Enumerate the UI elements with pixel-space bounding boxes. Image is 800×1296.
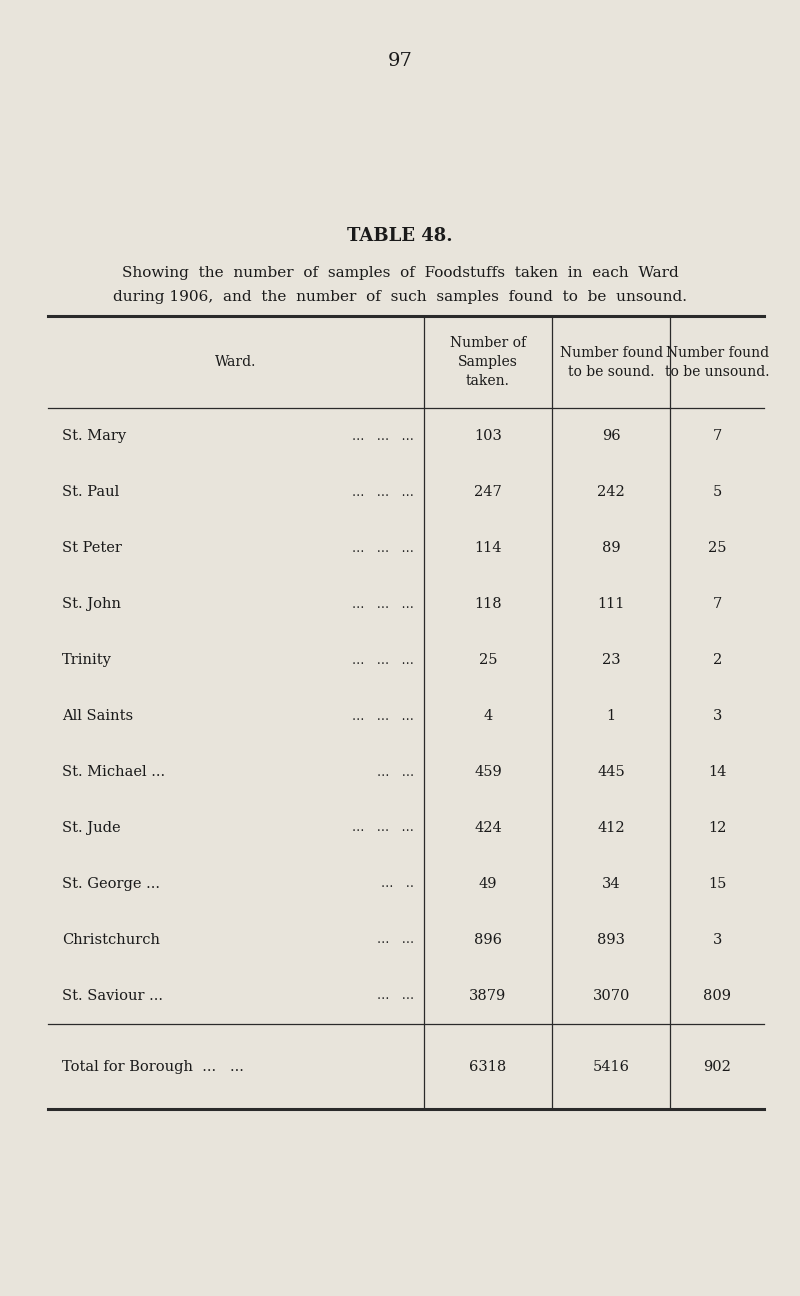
Text: St Peter: St Peter [62,542,122,555]
Text: ...   ...   ...: ... ... ... [352,653,414,666]
Text: 15: 15 [708,877,726,890]
Text: 96: 96 [602,429,621,443]
Text: 12: 12 [708,820,726,835]
Text: 6318: 6318 [470,1060,506,1073]
Text: St. Jude: St. Jude [62,820,121,835]
Text: Trinity: Trinity [62,653,112,667]
Text: St. Saviour ...: St. Saviour ... [62,989,163,1003]
Text: 902: 902 [703,1060,731,1073]
Text: St. Michael ...: St. Michael ... [62,765,165,779]
Text: ...   ...: ... ... [377,989,414,1002]
Text: 4: 4 [483,709,493,723]
Text: 3: 3 [713,933,722,947]
Text: 5: 5 [713,485,722,499]
Text: Christchurch: Christchurch [62,933,160,947]
Text: 424: 424 [474,820,502,835]
Text: ...   ..: ... .. [381,877,414,890]
Text: St. Paul: St. Paul [62,485,119,499]
Text: 5416: 5416 [593,1060,630,1073]
Text: Showing  the  number  of  samples  of  Foodstuffs  taken  in  each  Ward: Showing the number of samples of Foodstu… [122,266,678,280]
Text: 445: 445 [598,765,625,779]
Text: St. John: St. John [62,597,121,612]
Text: Number found
to be sound.: Number found to be sound. [560,346,662,378]
Text: Number found
to be unsound.: Number found to be unsound. [665,346,770,378]
Text: 3: 3 [713,709,722,723]
Text: St. George ...: St. George ... [62,877,160,890]
Text: 809: 809 [703,989,731,1003]
Text: 25: 25 [478,653,498,667]
Text: 3879: 3879 [470,989,506,1003]
Text: ...   ...   ...: ... ... ... [352,822,414,835]
Text: 2: 2 [713,653,722,667]
Text: ...   ...   ...: ... ... ... [352,709,414,723]
Text: 23: 23 [602,653,621,667]
Text: Total for Borough  ...   ...: Total for Borough ... ... [62,1060,244,1073]
Text: 103: 103 [474,429,502,443]
Text: 114: 114 [474,542,502,555]
Text: 111: 111 [598,597,625,612]
Text: 34: 34 [602,877,621,890]
Text: ...   ...: ... ... [377,933,414,946]
Text: 97: 97 [387,52,413,70]
Text: ...   ...: ... ... [377,766,414,779]
Text: 1: 1 [606,709,616,723]
Text: 459: 459 [474,765,502,779]
Text: TABLE 48.: TABLE 48. [347,227,453,245]
Text: ...   ...   ...: ... ... ... [352,430,414,443]
Text: ...   ...   ...: ... ... ... [352,486,414,499]
Text: 49: 49 [478,877,498,890]
Text: during 1906,  and  the  number  of  such  samples  found  to  be  unsound.: during 1906, and the number of such samp… [113,290,687,305]
Text: St. Mary: St. Mary [62,429,126,443]
Text: ...   ...   ...: ... ... ... [352,597,414,610]
Text: All Saints: All Saints [62,709,133,723]
Text: 412: 412 [598,820,625,835]
Text: Ward.: Ward. [215,355,257,369]
Text: 893: 893 [597,933,626,947]
Text: Number of
Samples
taken.: Number of Samples taken. [450,336,526,389]
Text: 118: 118 [474,597,502,612]
Text: ...   ...   ...: ... ... ... [352,542,414,555]
Text: 14: 14 [708,765,726,779]
Text: 7: 7 [713,597,722,612]
Text: 896: 896 [474,933,502,947]
Text: 247: 247 [474,485,502,499]
Text: 25: 25 [708,542,726,555]
Text: 7: 7 [713,429,722,443]
Text: 89: 89 [602,542,621,555]
Text: 3070: 3070 [593,989,630,1003]
Text: 242: 242 [598,485,625,499]
